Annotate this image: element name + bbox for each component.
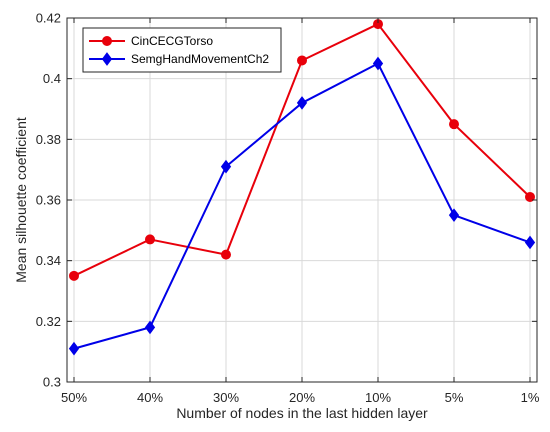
y-tick-label: 0.38 bbox=[36, 132, 61, 147]
data-point bbox=[220, 159, 232, 174]
legend-label: SemgHandMovementCh2 bbox=[131, 52, 269, 66]
x-tick-label: 1% bbox=[521, 390, 540, 405]
data-point bbox=[448, 208, 460, 223]
y-tick-label: 0.36 bbox=[36, 193, 61, 208]
y-tick-label: 0.4 bbox=[43, 71, 61, 86]
legend-marker bbox=[101, 52, 113, 66]
legend-marker bbox=[102, 36, 112, 46]
y-axis-title: Mean silhouette coefficient bbox=[13, 117, 29, 283]
data-point bbox=[372, 56, 384, 71]
x-tick-label: 10% bbox=[365, 390, 391, 405]
y-tick-label: 0.42 bbox=[36, 11, 61, 26]
x-axis-title: Number of nodes in the last hidden layer bbox=[176, 405, 428, 421]
data-point bbox=[221, 249, 231, 260]
legend-box bbox=[82, 27, 282, 73]
data-point bbox=[297, 55, 307, 66]
x-tick-label: 20% bbox=[289, 390, 315, 405]
x-tick-label: 40% bbox=[137, 390, 163, 405]
data-point bbox=[145, 234, 155, 245]
legend: CinCECGTorso SemgHandMovementCh2 bbox=[82, 27, 282, 73]
data-point bbox=[296, 96, 308, 110]
y-tick-label: 0.32 bbox=[36, 314, 61, 329]
legend-label: CinCECGTorso bbox=[131, 34, 213, 48]
series-layer bbox=[68, 19, 536, 356]
data-point bbox=[449, 119, 459, 130]
x-tick-label: 50% bbox=[61, 390, 87, 405]
data-point bbox=[69, 270, 79, 281]
data-point bbox=[144, 320, 156, 335]
data-point bbox=[525, 191, 535, 202]
x-tick-label: 30% bbox=[213, 390, 239, 405]
series-CinCECGTorso bbox=[69, 19, 535, 281]
data-point bbox=[68, 341, 80, 356]
data-point bbox=[524, 235, 536, 250]
axis-ticks: 0.3 0.32 0.34 0.36 0.38 0.4 0.42 50% 40% 30% 20% 10… bbox=[36, 11, 540, 406]
y-tick-label: 0.34 bbox=[36, 253, 61, 268]
x-tick-label: 5% bbox=[445, 390, 464, 405]
y-tick-label: 0.3 bbox=[43, 375, 61, 390]
series-SemgHandMovementCh2 bbox=[68, 56, 536, 356]
